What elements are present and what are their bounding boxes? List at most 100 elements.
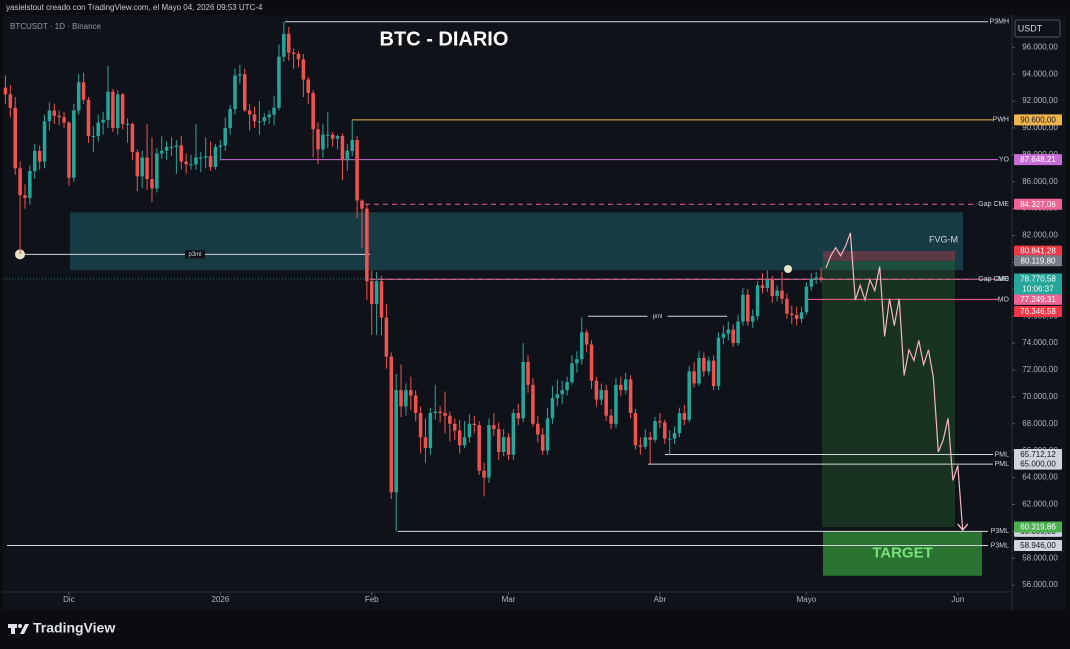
y-tick-label: 64.000,00 — [1022, 473, 1058, 482]
logo-shape — [18, 624, 22, 628]
candle-body — [477, 425, 481, 471]
candle-body — [775, 290, 779, 297]
zone — [823, 531, 982, 576]
candle-body — [13, 107, 17, 169]
price-tag-label: 65.712,12 — [1020, 450, 1056, 459]
candle-body — [306, 79, 311, 93]
candle-body — [584, 332, 589, 345]
price-tag — [1014, 449, 1062, 461]
candle-body — [340, 136, 345, 161]
candle-body — [360, 200, 364, 209]
candle-body — [599, 390, 604, 400]
candle-body — [536, 423, 540, 435]
y-tick-label: 70.000,00 — [1022, 392, 1058, 401]
candle-body — [355, 140, 359, 201]
candle-body — [746, 294, 750, 322]
candle-body — [384, 317, 389, 357]
candle-body — [282, 33, 286, 57]
candle-body — [770, 279, 774, 297]
candle-body — [413, 395, 418, 414]
candle-body — [62, 117, 66, 123]
candle-body — [443, 413, 447, 416]
candle-body — [409, 390, 413, 396]
price-tag-label: 60.319,86 — [1020, 523, 1056, 532]
price-tag-label: 90.600,00 — [1020, 115, 1056, 124]
candle-body — [247, 110, 252, 115]
candle-body — [291, 52, 296, 54]
logo-shape — [20, 624, 29, 634]
candle-body — [555, 394, 560, 399]
candle-body — [42, 121, 47, 162]
price-tag-label: 77.249,31 — [1020, 295, 1056, 304]
level-label: PML — [995, 451, 1010, 458]
projection-arrowhead — [957, 523, 969, 532]
y-tick-label: 72.000,00 — [1022, 365, 1058, 374]
price-tag — [1014, 154, 1062, 166]
candle-body — [819, 277, 823, 279]
y-tick-label: 90.000,00 — [1022, 123, 1058, 132]
candle-body — [326, 134, 330, 136]
logo-shape — [11, 624, 15, 634]
candle-body — [487, 425, 491, 478]
price-tag — [1014, 198, 1062, 210]
x-tick-label: 2026 — [211, 595, 229, 604]
candle-body — [614, 384, 618, 424]
candle-body — [731, 329, 735, 344]
candle-body — [184, 161, 188, 165]
price-tag-label: 87.648,21 — [1020, 155, 1056, 164]
candle-body — [809, 278, 814, 287]
level-label-bg — [647, 312, 668, 321]
candle-body — [365, 208, 369, 282]
candle-body — [213, 146, 218, 167]
y-tick-label: 58.000,00 — [1022, 553, 1058, 562]
candle-body — [106, 91, 110, 120]
candle-body — [135, 152, 140, 177]
candle-body — [286, 33, 291, 53]
candle-body — [482, 470, 486, 478]
candle-body — [785, 298, 789, 314]
zone — [823, 251, 955, 261]
candle-body — [472, 423, 477, 426]
candle-body — [208, 156, 213, 167]
candle-body — [164, 146, 169, 151]
level-label: pml — [653, 314, 663, 320]
candle-body — [369, 281, 374, 305]
candle-body — [379, 281, 384, 318]
candle-body — [726, 329, 731, 334]
candle-body — [736, 321, 740, 344]
candle-body — [32, 150, 37, 171]
level-label: YO — [999, 156, 1010, 163]
level-label: P3MH — [990, 19, 1009, 26]
level-label: MO — [998, 276, 1010, 283]
y-tick-label: 86.000,00 — [1022, 177, 1058, 186]
candle-body — [101, 119, 105, 123]
price-tag — [1014, 293, 1062, 305]
candle-body — [814, 277, 818, 279]
candle-body — [799, 312, 804, 319]
candle-body — [228, 109, 232, 128]
y-tick-label: 82.000,00 — [1022, 231, 1058, 240]
symbol-label: BTCUSDT · 1D · Binance — [10, 22, 102, 31]
level-label: P3ML — [991, 528, 1009, 535]
candle-body — [267, 114, 271, 118]
candle-body — [91, 136, 96, 138]
candle-body — [643, 437, 648, 447]
zone-label: TARGET — [872, 545, 933, 562]
currency-box[interactable] — [1014, 19, 1061, 38]
zone — [70, 212, 963, 271]
candle-body — [81, 82, 86, 100]
candle-body — [374, 281, 379, 305]
candle-body — [296, 53, 301, 60]
price-tag — [1014, 255, 1062, 267]
price-tag-label: 80.119,80 — [1021, 256, 1057, 265]
price-tag-label: 65.000,00 — [1020, 460, 1056, 469]
y-tick-label: 62.000,00 — [1022, 500, 1058, 509]
candle-body — [140, 157, 144, 177]
candle-body — [619, 384, 623, 391]
price-tag-label: 76.346,58 — [1020, 307, 1056, 316]
candle-body — [18, 168, 22, 196]
price-tag — [1014, 521, 1062, 533]
candle-body — [159, 150, 164, 154]
price-tag — [1014, 114, 1062, 126]
